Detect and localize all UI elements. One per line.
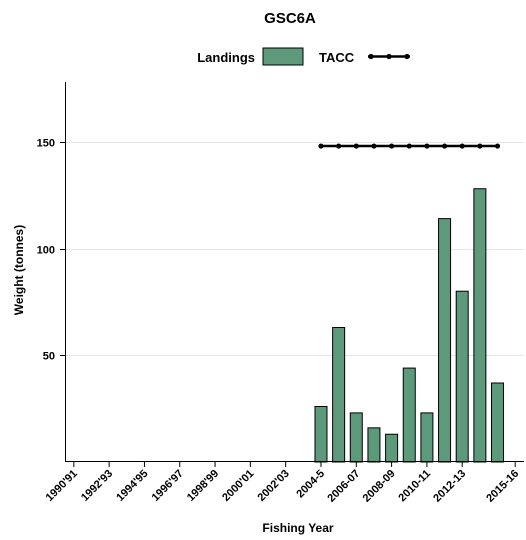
y-tick-label: 50 xyxy=(43,351,55,363)
tacc-line xyxy=(318,143,501,149)
y-axis-title: Weight (tonnes) xyxy=(12,225,26,315)
tacc-point xyxy=(353,143,359,149)
tacc-point xyxy=(441,143,448,149)
landings-bar xyxy=(420,412,434,463)
tacc-point xyxy=(424,143,430,149)
landings-bar xyxy=(332,327,346,463)
x-tick-label: 2015-16 xyxy=(484,468,521,505)
y-ticks: 50 100 150 xyxy=(37,138,65,363)
x-tick-label: 2002'03 xyxy=(255,468,291,504)
legend-label-landings: Landings xyxy=(197,50,255,65)
tacc-point xyxy=(406,143,412,149)
x-ticks: 1990'91 1992'93 1994'95 1996'97 1998'99 2000'… xyxy=(44,462,521,505)
x-tick-label: 2000'01 xyxy=(220,468,256,504)
legend: Landings TACC xyxy=(197,47,410,66)
x-tick-label: 2012-13 xyxy=(431,468,468,505)
x-tick-label: 2010-11 xyxy=(396,468,433,505)
chart-title: GSC6A xyxy=(264,10,316,27)
x-tick-label: 1994'95 xyxy=(114,468,150,504)
x-tick-label: 2006-07 xyxy=(325,468,362,505)
tacc-point xyxy=(459,143,465,149)
x-tick-label: 1996'97 xyxy=(150,468,186,504)
x-axis-title: Fishing Year xyxy=(262,521,333,535)
landings-bar xyxy=(349,412,363,463)
landings-bar xyxy=(491,382,505,463)
tacc-point xyxy=(388,143,395,149)
x-tick-label: 2008-09 xyxy=(361,468,398,505)
tacc-point xyxy=(371,143,377,149)
y-tick-label: 100 xyxy=(37,245,55,257)
y-tick-label: 150 xyxy=(37,138,55,150)
tacc-point xyxy=(477,143,483,149)
landings-bar xyxy=(402,367,416,463)
landings-bar xyxy=(455,290,469,463)
grid-lines xyxy=(65,142,524,356)
bars xyxy=(314,188,505,463)
landings-bar xyxy=(385,433,399,463)
x-tick-label: 2004-5 xyxy=(294,468,327,501)
tacc-point xyxy=(336,143,342,149)
tacc-point xyxy=(318,143,324,149)
x-tick-label: 1998'99 xyxy=(185,468,221,504)
landings-bar xyxy=(473,188,487,463)
x-tick-label: 1990'91 xyxy=(44,468,80,504)
landings-bar xyxy=(367,427,381,463)
landings-bar xyxy=(438,218,452,463)
legend-swatch-landings xyxy=(262,47,304,66)
x-tick-label: 1992'93 xyxy=(79,468,115,504)
legend-swatch-tacc xyxy=(368,53,410,60)
legend-label-tacc: TACC xyxy=(319,50,355,65)
tacc-point xyxy=(494,143,501,149)
landings-bar xyxy=(314,405,328,463)
